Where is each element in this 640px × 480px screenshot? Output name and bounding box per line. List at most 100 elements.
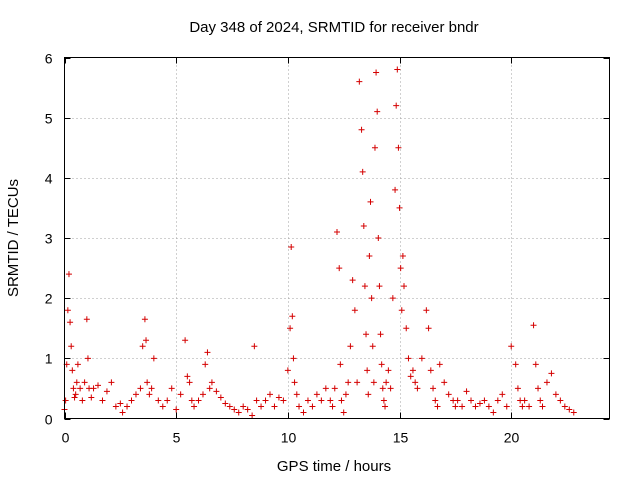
- y-tick-label: 5: [45, 111, 53, 127]
- data-point-marker: [168, 385, 175, 392]
- data-point-marker: [258, 403, 265, 410]
- data-point-marker: [284, 367, 291, 374]
- data-point-marker: [396, 204, 403, 211]
- data-point-marker: [72, 391, 79, 398]
- data-point-marker: [132, 391, 139, 398]
- y-tick-label: 4: [45, 171, 53, 187]
- data-point-marker: [304, 397, 311, 404]
- data-point-marker: [566, 406, 573, 413]
- data-point-marker: [535, 385, 542, 392]
- data-point-marker: [376, 283, 383, 290]
- data-point-marker: [481, 397, 488, 404]
- data-point-marker: [561, 403, 568, 410]
- data-point-marker: [68, 343, 75, 350]
- chart-title: Day 348 of 2024, SRMTID for receiver bnd…: [189, 19, 478, 36]
- data-point-marker: [427, 367, 434, 374]
- data-point-marker: [188, 397, 195, 404]
- data-point-marker: [146, 391, 153, 398]
- y-tick-label: 0: [45, 412, 53, 428]
- x-tick-label: 5: [173, 430, 181, 446]
- data-point-marker: [370, 379, 377, 386]
- data-point-marker: [291, 379, 298, 386]
- data-point-marker: [184, 373, 191, 380]
- data-point-marker: [79, 397, 86, 404]
- data-point-marker: [202, 361, 209, 368]
- data-point-marker: [83, 316, 90, 323]
- data-point-marker: [445, 391, 452, 398]
- data-point-marker: [173, 406, 180, 413]
- data-point-marker: [143, 337, 150, 344]
- data-point-marker: [414, 385, 421, 392]
- data-point-marker: [361, 283, 368, 290]
- data-point-marker: [366, 253, 373, 260]
- data-point-marker: [537, 397, 544, 404]
- data-point-marker: [322, 385, 329, 392]
- data-point-marker: [463, 388, 470, 395]
- x-tick-label: 0: [62, 430, 70, 446]
- data-point-marker: [472, 403, 479, 410]
- data-point-marker: [358, 126, 365, 133]
- data-point-marker: [356, 78, 363, 85]
- data-point-marker: [313, 391, 320, 398]
- data-point-marker: [379, 385, 386, 392]
- data-point-marker: [331, 385, 338, 392]
- data-point-marker: [290, 355, 297, 362]
- data-point-marker: [70, 385, 77, 392]
- data-point-marker: [144, 379, 151, 386]
- data-point-marker: [99, 397, 106, 404]
- data-point-marker: [514, 385, 521, 392]
- y-tick-label: 3: [45, 231, 53, 247]
- data-point-marker: [369, 343, 376, 350]
- data-point-marker: [217, 394, 224, 401]
- data-point-marker: [266, 391, 273, 398]
- data-point-marker: [418, 355, 425, 362]
- data-point-marker: [235, 409, 242, 416]
- data-point-marker: [289, 313, 296, 320]
- data-point-marker: [503, 403, 510, 410]
- data-point-marker: [338, 397, 345, 404]
- data-point-marker: [412, 379, 419, 386]
- data-point-marker: [62, 397, 69, 404]
- data-point-marker: [249, 412, 256, 419]
- data-point-marker: [530, 322, 537, 329]
- x-tick-label: 10: [281, 430, 297, 446]
- data-point-marker: [231, 406, 238, 413]
- data-point-marker: [251, 343, 258, 350]
- data-point-marker: [164, 397, 171, 404]
- data-point-marker: [374, 108, 381, 115]
- data-point-marker: [512, 361, 519, 368]
- data-point-marker: [521, 397, 528, 404]
- data-point-marker: [280, 397, 287, 404]
- data-point-marker: [103, 388, 110, 395]
- data-point-marker: [271, 403, 278, 410]
- data-point-marker: [206, 385, 213, 392]
- data-point-marker: [351, 307, 358, 314]
- data-point-marker: [490, 409, 497, 416]
- data-point-marker: [84, 355, 91, 362]
- data-points: [61, 66, 577, 419]
- data-point-marker: [288, 244, 295, 251]
- data-point-marker: [329, 403, 336, 410]
- data-point-marker: [182, 337, 189, 344]
- data-point-marker: [73, 379, 80, 386]
- data-point-marker: [401, 283, 408, 290]
- data-point-marker: [378, 361, 385, 368]
- grid-lines: [64, 57, 610, 419]
- data-point-marker: [240, 403, 247, 410]
- y-tick-label: 2: [45, 291, 53, 307]
- data-point-marker: [253, 397, 260, 404]
- data-point-marker: [128, 397, 135, 404]
- data-point-marker: [340, 409, 347, 416]
- data-point-marker: [262, 397, 269, 404]
- data-point-marker: [354, 379, 361, 386]
- data-point-marker: [432, 397, 439, 404]
- data-point-marker: [199, 391, 206, 398]
- data-point-marker: [64, 307, 71, 314]
- data-point-marker: [81, 379, 88, 386]
- data-point-marker: [365, 391, 372, 398]
- data-point-marker: [373, 69, 380, 76]
- data-point-marker: [349, 277, 356, 284]
- plot-frame: [64, 57, 610, 419]
- data-point-marker: [526, 403, 533, 410]
